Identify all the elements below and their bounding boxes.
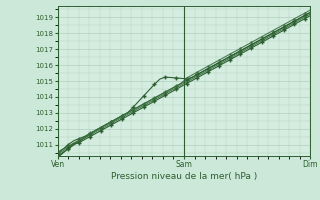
X-axis label: Pression niveau de la mer( hPa ): Pression niveau de la mer( hPa ) <box>111 172 257 181</box>
